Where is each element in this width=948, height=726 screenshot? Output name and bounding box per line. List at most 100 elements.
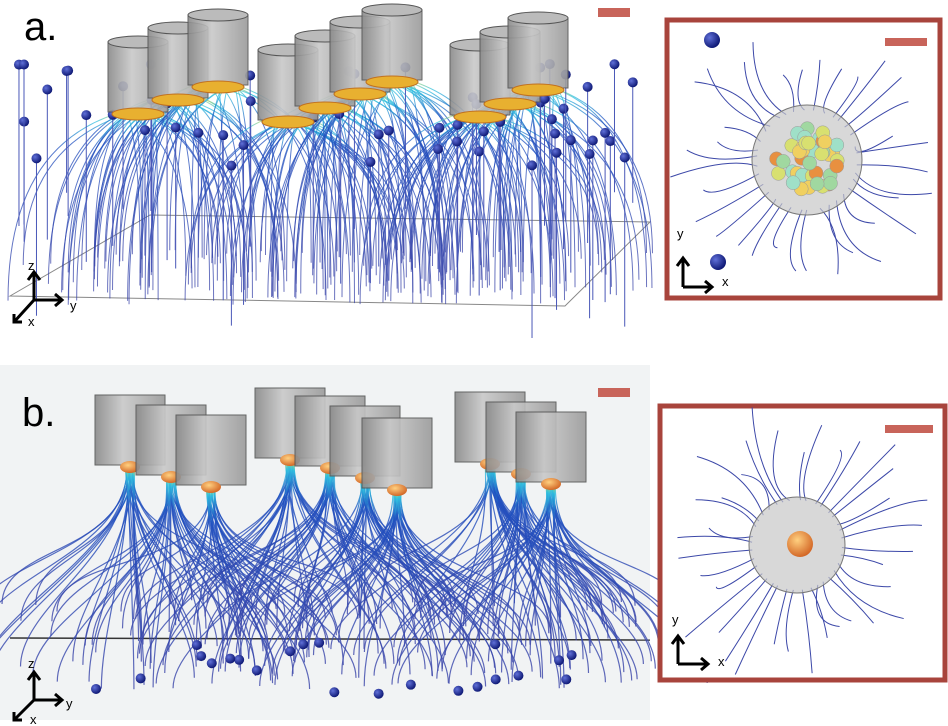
bead [559, 104, 569, 114]
axis-label: z [28, 656, 35, 671]
bead [473, 682, 483, 692]
bead [583, 82, 593, 92]
bead [491, 674, 501, 684]
bead [566, 135, 576, 145]
cluster [299, 102, 351, 114]
scale-bar [598, 388, 630, 397]
cell [815, 147, 829, 161]
axis-label: y [672, 612, 679, 627]
cluster [512, 84, 564, 96]
bead [628, 77, 638, 87]
cluster [334, 88, 386, 100]
bead [225, 654, 235, 664]
bead [246, 96, 256, 106]
cylinder [516, 412, 586, 482]
cluster [112, 108, 164, 120]
scale-bar [598, 8, 630, 17]
bead [585, 149, 595, 159]
scale-bar [885, 425, 933, 433]
cylinder [362, 418, 432, 488]
bead [226, 161, 236, 171]
cylinder [508, 18, 568, 88]
bead [193, 128, 203, 138]
cell [803, 156, 817, 170]
cell [776, 154, 790, 168]
bead [91, 684, 101, 694]
panel-label: a. [24, 5, 57, 49]
bead [298, 639, 308, 649]
cell [787, 531, 813, 557]
bead [192, 640, 202, 650]
fiber [159, 96, 226, 299]
bead [42, 85, 52, 95]
bead [196, 651, 206, 661]
axis-label: x [722, 274, 729, 289]
bead [710, 254, 726, 270]
axis-arrow [34, 294, 62, 306]
inset-a [667, 20, 940, 298]
inset-b [660, 406, 945, 680]
bead [554, 655, 564, 665]
axis-label: z [28, 258, 35, 273]
fiber [527, 100, 633, 291]
bead [433, 144, 443, 154]
bead [588, 136, 598, 146]
axis-label: y [677, 226, 684, 241]
cylinder [188, 15, 248, 85]
bead [567, 650, 577, 660]
bead [527, 160, 537, 170]
cell [802, 136, 816, 150]
bead [285, 646, 295, 656]
bead [252, 665, 262, 675]
bead [19, 59, 29, 69]
bead [218, 130, 228, 140]
cell [830, 159, 844, 173]
cell [786, 176, 800, 190]
bead [329, 687, 339, 697]
cluster [152, 94, 204, 106]
bead [31, 153, 41, 163]
bead [434, 123, 444, 133]
bead [63, 66, 73, 76]
scale-bar [885, 38, 927, 46]
cell [824, 176, 838, 190]
fiber [491, 113, 565, 300]
axis-label: x [28, 314, 35, 329]
bead [620, 153, 630, 163]
cylinder-top [508, 12, 568, 24]
axis-arrow [28, 272, 40, 300]
bead [474, 146, 484, 156]
cell [830, 138, 844, 152]
bead [550, 129, 560, 139]
cluster [262, 116, 314, 128]
bead [609, 59, 619, 69]
axis-label: x [718, 654, 725, 669]
cylinder-top [188, 9, 248, 21]
bead [513, 671, 523, 681]
panel-label: b. [22, 391, 55, 435]
cylinder [176, 415, 246, 485]
cylinder-top [362, 4, 422, 16]
cluster [201, 481, 221, 493]
axis-label: y [70, 298, 77, 313]
axis-label: y [66, 696, 73, 711]
bead [704, 32, 720, 48]
panel-a [8, 4, 652, 338]
bead [547, 114, 557, 124]
bead [374, 689, 384, 699]
bead [234, 655, 244, 665]
bead [406, 680, 416, 690]
bead [600, 128, 610, 138]
bead [314, 638, 324, 648]
bead [561, 674, 571, 684]
cluster [484, 98, 536, 110]
bead [207, 658, 217, 668]
bead [453, 686, 463, 696]
bead [136, 673, 146, 683]
cluster [192, 81, 244, 93]
bead [140, 125, 150, 135]
bead [81, 110, 91, 120]
bead [490, 639, 500, 649]
axis-label: x [30, 712, 37, 726]
bead [384, 126, 394, 136]
